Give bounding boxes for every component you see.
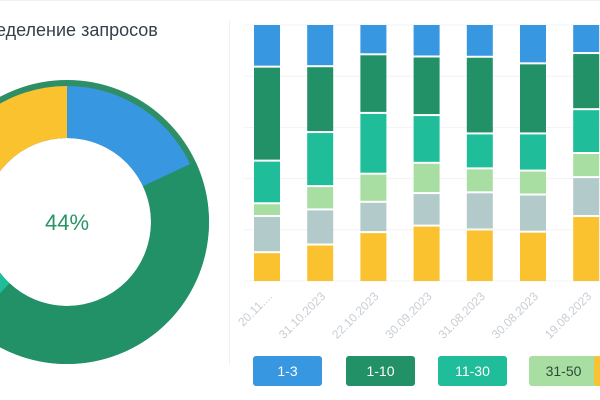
bar-segment[interactable] (360, 113, 387, 173)
bar-segment[interactable] (254, 204, 280, 215)
bar-segment[interactable] (413, 116, 440, 162)
bar-segment[interactable] (573, 154, 600, 177)
bar-segment[interactable] (466, 134, 493, 168)
bar-segment[interactable] (573, 25, 600, 53)
donut-chart: 44% (0, 80, 209, 364)
donut-slice-1[interactable] (0, 161, 209, 364)
bar-segment[interactable] (254, 67, 280, 160)
bar-segment[interactable] (573, 178, 600, 216)
bar-segment[interactable] (520, 232, 546, 281)
bar-segment[interactable] (307, 67, 334, 132)
x-tick-label: 22.10.2023 (329, 289, 382, 342)
bar-segment[interactable] (254, 25, 280, 66)
x-tick-label: 30.08.2023 (489, 289, 542, 342)
legend-chip[interactable]: 1-3 (253, 356, 322, 386)
bar-segment[interactable] (466, 193, 493, 229)
bar-segment[interactable] (520, 171, 546, 194)
bar-segment[interactable] (573, 54, 600, 109)
top-divider (0, 0, 600, 1)
bar-segment[interactable] (573, 110, 600, 152)
bar-segment[interactable] (360, 55, 387, 112)
legend-chip[interactable]: 11-30 (438, 356, 507, 386)
bar-segment[interactable] (307, 210, 334, 244)
bar-segment[interactable] (254, 253, 280, 281)
bar-segment[interactable] (466, 169, 493, 192)
legend-chip[interactable]: 31-50 (529, 356, 598, 386)
bar-segment[interactable] (254, 216, 280, 252)
bar-segment[interactable] (413, 57, 440, 115)
legend-chip[interactable]: 1-10 (346, 356, 415, 386)
bar-segment[interactable] (360, 25, 387, 54)
bar-segment[interactable] (520, 134, 546, 170)
panel-divider (229, 20, 230, 365)
bar-segment[interactable] (413, 25, 440, 56)
x-tick-label: 30.09.2023 (382, 289, 435, 342)
x-tick-label: 19.08.2023 (542, 289, 595, 342)
x-tick-label: 31.08.2023 (436, 289, 489, 342)
bar-segment[interactable] (466, 25, 493, 56)
donut-slice-3[interactable] (0, 86, 67, 196)
bar-segment[interactable] (307, 133, 334, 186)
bar-segment[interactable] (520, 195, 546, 231)
bar-segment[interactable] (360, 202, 387, 232)
donut-slice-0[interactable] (67, 86, 191, 187)
bar-segment[interactable] (307, 245, 334, 281)
bar-segment[interactable] (520, 64, 546, 133)
bar-segment[interactable] (307, 25, 334, 66)
bar-segment[interactable] (307, 187, 334, 209)
bar-segment[interactable] (413, 163, 440, 193)
donut-slice-2[interactable] (0, 180, 10, 321)
stacked-bar-chart: 20.11.... 31.10.2023 22.10.2023 30.09.2023 3… (235, 24, 600, 342)
bar-segment[interactable] (520, 25, 546, 63)
bar-segment[interactable] (413, 226, 440, 281)
legend-chip-partial[interactable] (594, 356, 600, 386)
bar-segment[interactable] (413, 194, 440, 225)
bar-segment[interactable] (360, 174, 387, 201)
x-tick-label: 31.10.2023 (276, 289, 329, 342)
bar-segment[interactable] (466, 230, 493, 281)
bar-segment[interactable] (254, 161, 280, 203)
bar-segment[interactable] (466, 57, 493, 133)
bar-segment[interactable] (573, 217, 600, 281)
donut-center-label: 44% (45, 210, 89, 235)
bar-segment[interactable] (360, 233, 387, 281)
x-tick-label: 20.11.... (235, 289, 275, 329)
card-title: ределение запросов (0, 20, 158, 40)
